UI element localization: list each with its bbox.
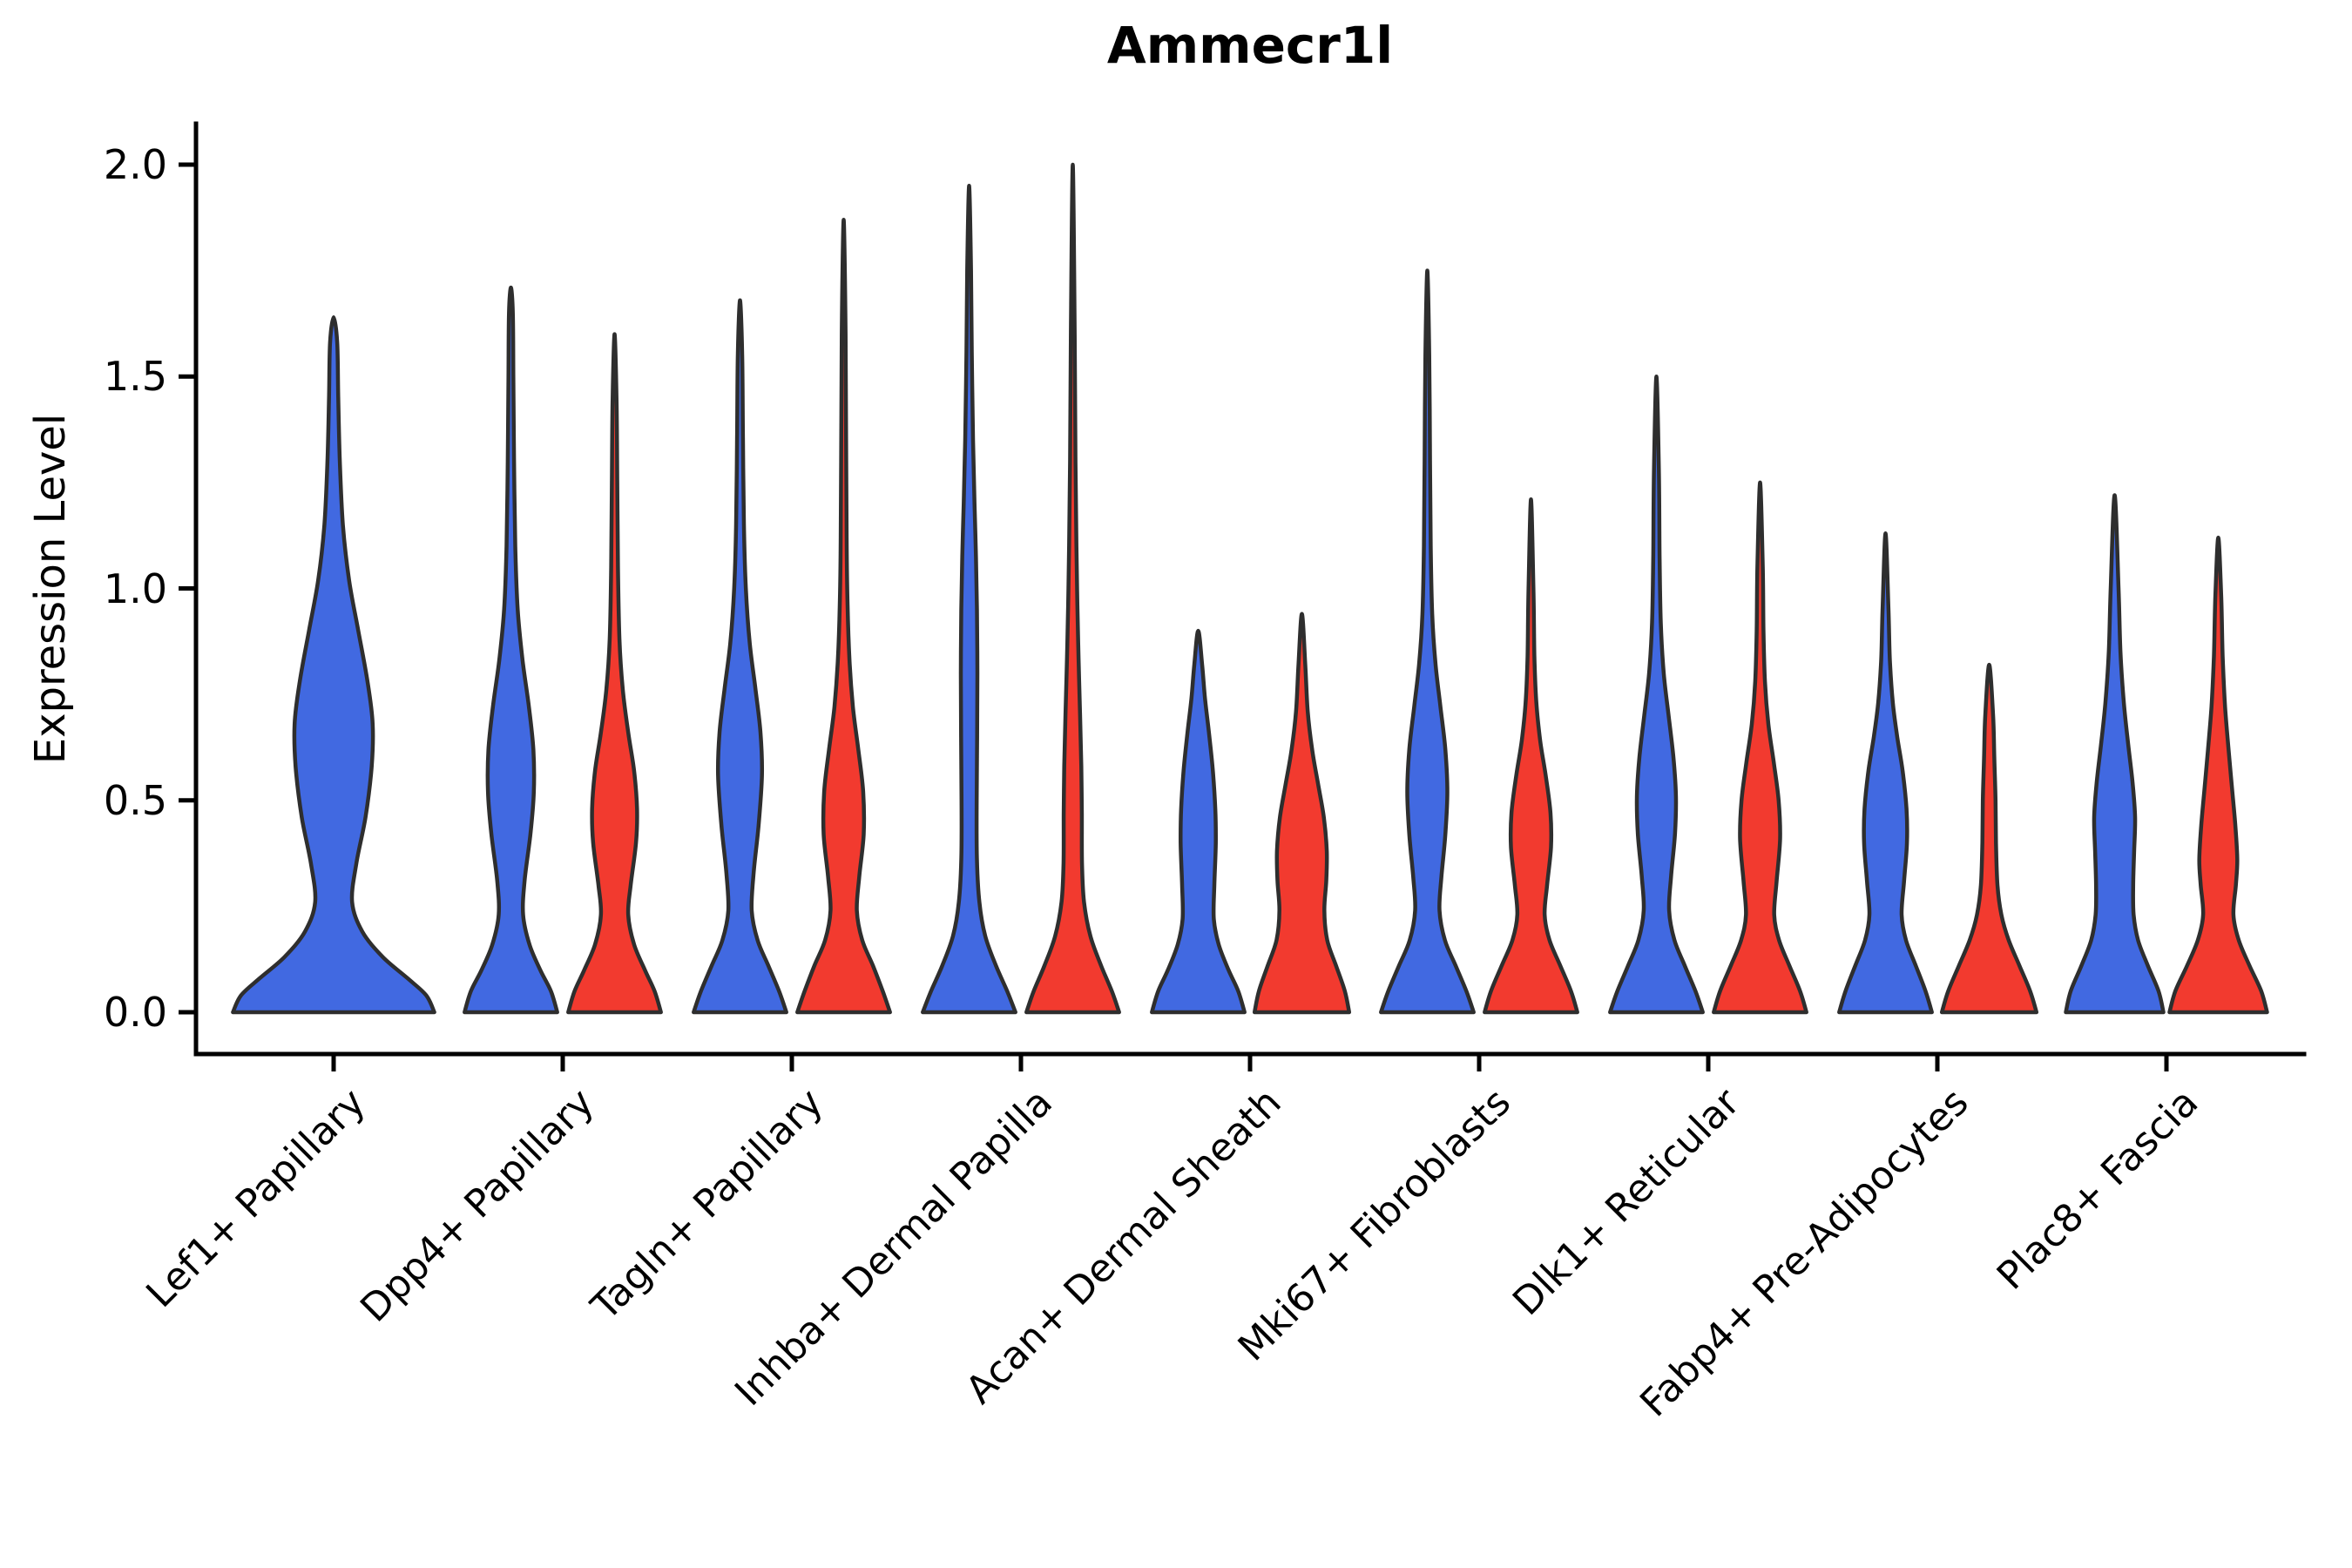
violin-shape-blue [2064, 493, 2166, 1015]
violin-shape-blue [1837, 531, 1934, 1015]
violin-shape-blue [1608, 375, 1705, 1015]
plot-title: Ammecr1l [1106, 16, 1394, 75]
violin-shape-red [1483, 497, 1579, 1015]
violin-shape-blue [692, 298, 788, 1015]
violin-shape-red [566, 332, 663, 1015]
y-tick-label: 0.5 [103, 776, 167, 824]
y-tick-label: 1.0 [103, 564, 167, 612]
violin-shape-blue [1379, 268, 1476, 1015]
y-tick-label: 0.0 [103, 989, 167, 1036]
violin-shape-blue [463, 285, 559, 1015]
violin-shape-red [1939, 662, 2039, 1015]
violin-shape-blue [921, 184, 1017, 1015]
y-tick-label: 1.5 [103, 353, 167, 401]
violin-shape-red [1252, 612, 1352, 1015]
violin-shape-red [795, 217, 892, 1015]
violin-shape-red [1024, 162, 1121, 1015]
violin-shape-red [2167, 535, 2269, 1015]
y-tick-label: 2.0 [103, 141, 167, 188]
violin-shape-red [1712, 480, 1808, 1015]
violin-shape-blue [1150, 628, 1247, 1015]
violin-shape-blue [231, 314, 436, 1015]
